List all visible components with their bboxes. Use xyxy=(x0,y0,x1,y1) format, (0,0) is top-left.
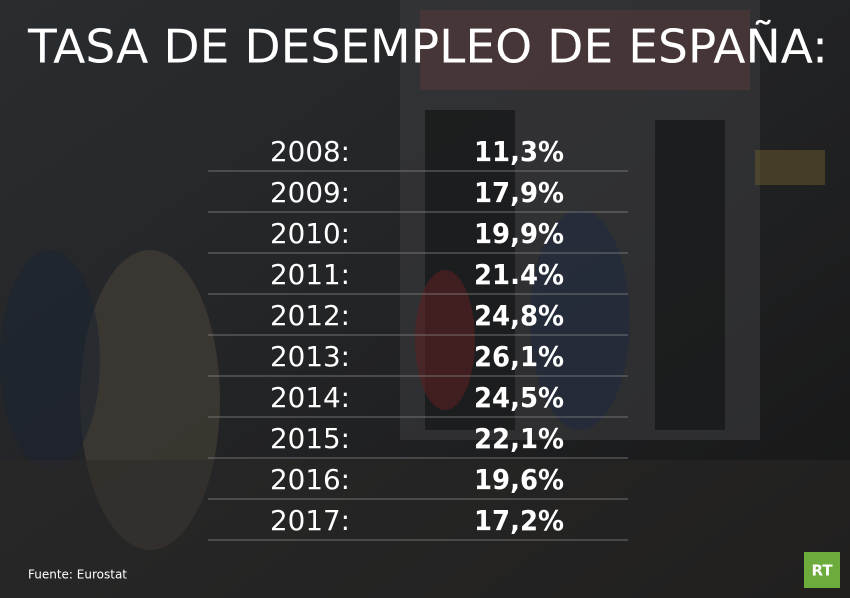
table: 2008: 11,3% 2009: 17,9% 2010: 19,9% 2011: 21.4%… xyxy=(208,135,628,541)
rate: 26,1% xyxy=(474,340,564,373)
rate: 24,8% xyxy=(474,299,564,332)
year: 2015: xyxy=(270,422,350,455)
year: 2008: xyxy=(270,135,350,168)
year: 2010: xyxy=(270,217,350,250)
rate: 17,2% xyxy=(474,504,564,537)
year: 2012: xyxy=(270,299,350,332)
year: 2014: xyxy=(270,381,350,414)
rate: 24,5% xyxy=(474,381,564,414)
source: Fuente: Eurostat xyxy=(28,568,127,582)
year: 2013: xyxy=(270,340,350,373)
title: TASA DE DESEMPLEO DE ESPAÑA: xyxy=(27,20,828,74)
rate: 19,6% xyxy=(474,463,564,496)
rate: 11,3% xyxy=(474,135,564,168)
year: 2016: xyxy=(270,463,350,496)
year: 2017: xyxy=(270,504,350,537)
year: 2011: xyxy=(270,258,350,291)
logo: RT xyxy=(811,562,833,580)
rate: 22,1% xyxy=(474,422,564,455)
year: 2009: xyxy=(270,176,350,209)
rate: 17,9% xyxy=(474,176,564,209)
rate: 21.4% xyxy=(474,258,564,291)
logo-box xyxy=(804,552,840,588)
rate: 19,9% xyxy=(474,217,564,250)
